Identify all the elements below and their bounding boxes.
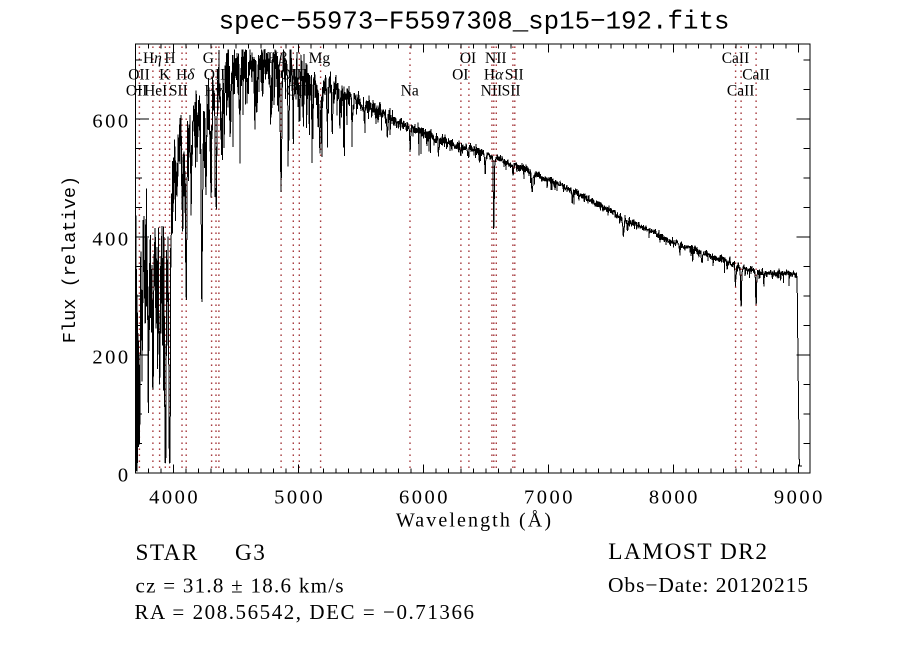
svg-text:HeI: HeI <box>144 83 167 100</box>
svg-text:Obs−Date: 20120215: Obs−Date: 20120215 <box>608 573 809 597</box>
svg-text:NII: NII <box>481 83 503 100</box>
svg-text:9000: 9000 <box>774 486 825 508</box>
svg-text:Hη: Hη <box>143 50 162 67</box>
svg-text:SII: SII <box>505 66 524 83</box>
svg-text:CaII: CaII <box>742 66 770 83</box>
svg-text:SII: SII <box>502 83 521 100</box>
svg-text:8000: 8000 <box>649 486 700 508</box>
svg-text:400: 400 <box>92 228 130 250</box>
svg-text:H: H <box>164 50 175 67</box>
svg-text:NII: NII <box>485 50 507 67</box>
svg-text:Hα: Hα <box>484 66 504 83</box>
svg-text:G3: G3 <box>235 540 266 566</box>
svg-text:600: 600 <box>92 110 130 132</box>
svg-text:OII: OII <box>126 83 148 100</box>
svg-text:OI: OI <box>452 66 468 83</box>
svg-text:LAMOST DR2: LAMOST DR2 <box>608 539 768 565</box>
svg-text:200: 200 <box>92 346 130 368</box>
svg-text:Wavelength (Å): Wavelength (Å) <box>396 510 553 532</box>
svg-text:cz = 31.8 ± 18.6 km/s: cz = 31.8 ± 18.6 km/s <box>136 574 345 598</box>
svg-text:OI: OI <box>460 50 476 67</box>
svg-text:STAR: STAR <box>136 540 199 566</box>
svg-text:5000: 5000 <box>274 486 325 508</box>
svg-text:CaII: CaII <box>722 50 750 67</box>
svg-text:Mg: Mg <box>309 50 331 67</box>
svg-text:0: 0 <box>118 464 131 486</box>
svg-text:Flux (relative): Flux (relative) <box>60 176 81 343</box>
svg-text:6000: 6000 <box>399 486 450 508</box>
svg-text:OII: OII <box>128 66 150 83</box>
svg-text:4000: 4000 <box>149 486 200 508</box>
svg-text:7000: 7000 <box>524 486 575 508</box>
svg-text:OIII: OIII <box>204 66 231 83</box>
svg-text:RA = 208.56542, DEC = −0.7136: RA = 208.56542, DEC = −0.71366 <box>135 600 476 624</box>
svg-text:CaII: CaII <box>727 83 755 100</box>
svg-text:G: G <box>203 50 214 67</box>
svg-text:Hδ: Hδ <box>176 66 195 83</box>
svg-text:K: K <box>159 66 171 83</box>
svg-text:Na: Na <box>401 83 419 100</box>
svg-text:spec−55973−F5597308_sp15−192.f: spec−55973−F5597308_sp15−192.fits <box>219 8 730 37</box>
svg-text:SII: SII <box>169 83 188 100</box>
